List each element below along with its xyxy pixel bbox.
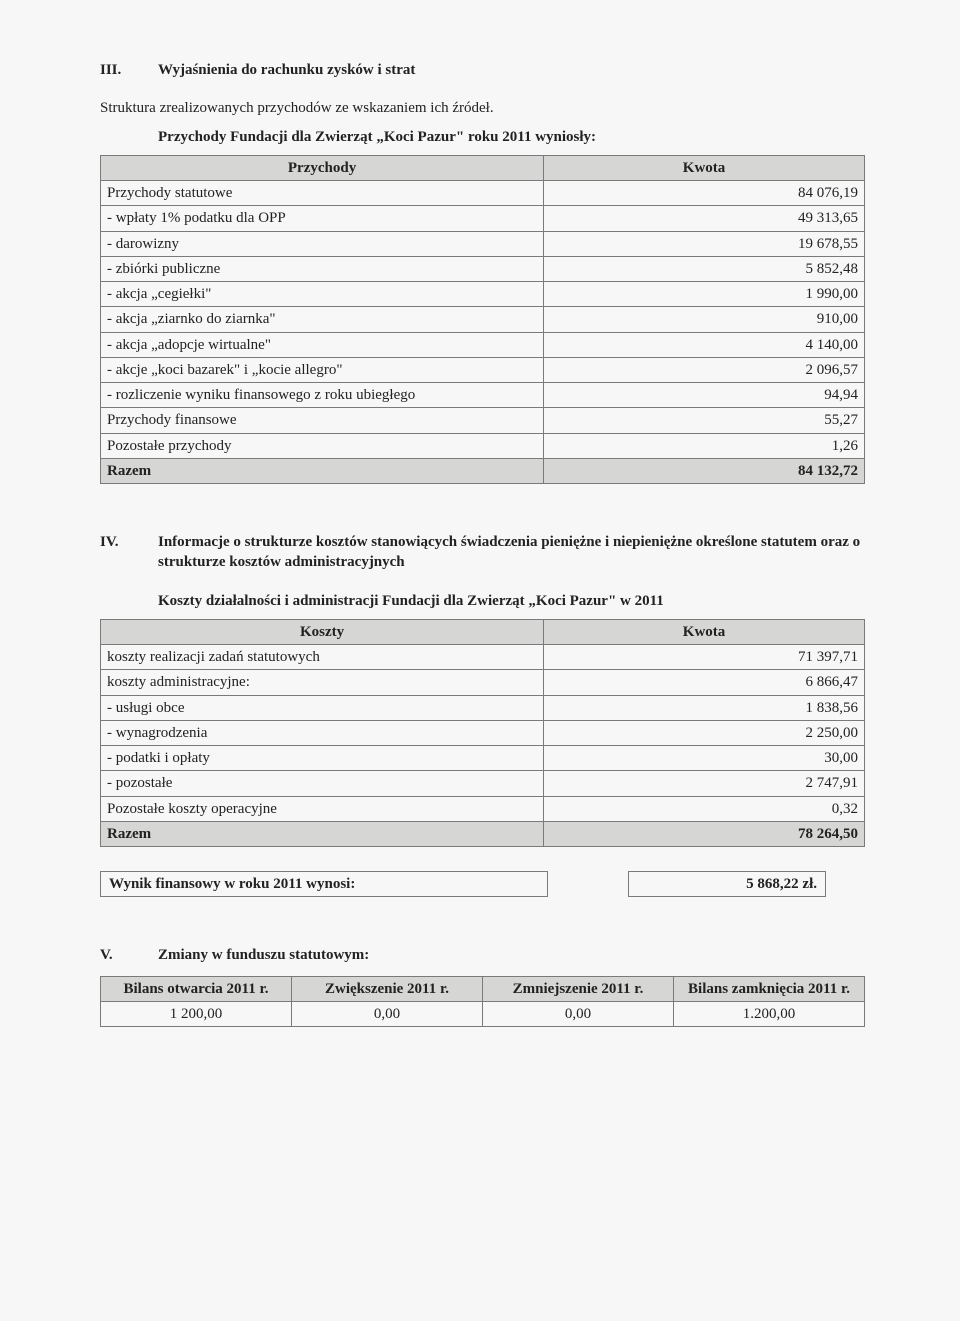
th-kwota: Kwota — [544, 155, 865, 180]
cell-value: 94,94 — [544, 383, 865, 408]
table-row-razem: Razem 84 132,72 — [101, 458, 865, 483]
cell-value: 2 096,57 — [544, 357, 865, 382]
document-page: III. Wyjaśnienia do rachunku zysków i st… — [0, 0, 960, 1321]
section-4-sub: Koszty działalności i administracji Fund… — [158, 591, 865, 611]
cell-value: 49 313,65 — [544, 206, 865, 231]
section-4-title: Informacje o strukturze kosztów stanowią… — [158, 532, 865, 573]
cell-label: Przychody finansowe — [101, 408, 544, 433]
cell-label: - akcja „adopcje wirtualne" — [101, 332, 544, 357]
th-kwota-2: Kwota — [544, 619, 865, 644]
cell-bilans-zam: 1.200,00 — [674, 1001, 865, 1026]
section-4-num: IV. — [100, 532, 130, 573]
cell-label: - akcja „ziarnko do ziarnka" — [101, 307, 544, 332]
table-row: - akcja „ziarnko do ziarnka"910,00 — [101, 307, 865, 332]
table-row: 1 200,00 0,00 0,00 1.200,00 — [101, 1001, 865, 1026]
cell-value: 1 838,56 — [544, 695, 865, 720]
table-row: - podatki i opłaty30,00 — [101, 746, 865, 771]
table-header-row: Przychody Kwota — [101, 155, 865, 180]
section-3-sub2: Przychody Fundacji dla Zwierząt „Koci Pa… — [158, 127, 865, 147]
cell-value: 910,00 — [544, 307, 865, 332]
section-4-heading: IV. Informacje o strukturze kosztów stan… — [100, 532, 865, 573]
cell-zmniejszenie: 0,00 — [483, 1001, 674, 1026]
cell-label: - usługi obce — [101, 695, 544, 720]
cell-value: 1 990,00 — [544, 282, 865, 307]
th-przychody: Przychody — [101, 155, 544, 180]
cell-label: koszty realizacji zadań statutowych — [101, 645, 544, 670]
cell-value: 4 140,00 — [544, 332, 865, 357]
table-row: - zbiórki publiczne5 852,48 — [101, 256, 865, 281]
table-koszty: Koszty Kwota koszty realizacji zadań sta… — [100, 619, 865, 847]
th-bilans-otw: Bilans otwarcia 2011 r. — [101, 976, 292, 1001]
th-zwiekszenie: Zwiększenie 2011 r. — [292, 976, 483, 1001]
wynik-label: Wynik finansowy w roku 2011 wynosi: — [100, 871, 548, 897]
section-5-heading: V. Zmiany w funduszu statutowym: — [100, 945, 865, 965]
section-3-title: Wyjaśnienia do rachunku zysków i strat — [158, 60, 415, 80]
cell-label: - akcja „cegiełki" — [101, 282, 544, 307]
cell-value: 1,26 — [544, 433, 865, 458]
cell-value: 6 866,47 — [544, 670, 865, 695]
cell-label: - wpłaty 1% podatku dla OPP — [101, 206, 544, 231]
cell-zwiekszenie: 0,00 — [292, 1001, 483, 1026]
cell-label: - akcje „koci bazarek" i „kocie allegro" — [101, 357, 544, 382]
section-3-sub1: Struktura zrealizowanych przychodów ze w… — [100, 98, 865, 118]
table-row: - akcje „koci bazarek" i „kocie allegro"… — [101, 357, 865, 382]
cell-value: 30,00 — [544, 746, 865, 771]
table-row: - pozostałe2 747,91 — [101, 771, 865, 796]
cell-value: 19 678,55 — [544, 231, 865, 256]
section-3-num: III. — [100, 60, 130, 80]
table-row: - rozliczenie wyniku finansowego z roku … — [101, 383, 865, 408]
th-koszty: Koszty — [101, 619, 544, 644]
cell-label: - podatki i opłaty — [101, 746, 544, 771]
table-row: Pozostałe koszty operacyjne0,32 — [101, 796, 865, 821]
razem-label-2: Razem — [101, 821, 544, 846]
cell-label: - pozostałe — [101, 771, 544, 796]
table-row: koszty realizacji zadań statutowych71 39… — [101, 645, 865, 670]
cell-label: Pozostałe przychody — [101, 433, 544, 458]
wynik-row: Wynik finansowy w roku 2011 wynosi: 5 86… — [100, 871, 865, 897]
table-header-row: Bilans otwarcia 2011 r. Zwiększenie 2011… — [101, 976, 865, 1001]
section-5-title: Zmiany w funduszu statutowym: — [158, 945, 369, 965]
cell-label: - zbiórki publiczne — [101, 256, 544, 281]
table-row: - akcja „adopcje wirtualne"4 140,00 — [101, 332, 865, 357]
table-row: - akcja „cegiełki"1 990,00 — [101, 282, 865, 307]
table-row: - usługi obce1 838,56 — [101, 695, 865, 720]
section-3-heading: III. Wyjaśnienia do rachunku zysków i st… — [100, 60, 865, 80]
razem-value: 84 132,72 — [544, 458, 865, 483]
cell-label: - darowizny — [101, 231, 544, 256]
cell-bilans-otw: 1 200,00 — [101, 1001, 292, 1026]
cell-value: 71 397,71 — [544, 645, 865, 670]
cell-value: 2 747,91 — [544, 771, 865, 796]
cell-label: - rozliczenie wyniku finansowego z roku … — [101, 383, 544, 408]
table-row: koszty administracyjne:6 866,47 — [101, 670, 865, 695]
cell-label: Pozostałe koszty operacyjne — [101, 796, 544, 821]
cell-value: 0,32 — [544, 796, 865, 821]
wynik-value: 5 868,22 zł. — [628, 871, 826, 897]
table-row: - darowizny19 678,55 — [101, 231, 865, 256]
cell-label: - wynagrodzenia — [101, 720, 544, 745]
table-row: - wynagrodzenia2 250,00 — [101, 720, 865, 745]
table-row: Przychody finansowe55,27 — [101, 408, 865, 433]
cell-value: 55,27 — [544, 408, 865, 433]
cell-value: 84 076,19 — [544, 181, 865, 206]
cell-value: 2 250,00 — [544, 720, 865, 745]
table-row: Przychody statutowe84 076,19 — [101, 181, 865, 206]
th-bilans-zam: Bilans zamknięcia 2011 r. — [674, 976, 865, 1001]
section-5-num: V. — [100, 945, 130, 965]
table-row: Pozostałe przychody1,26 — [101, 433, 865, 458]
razem-label: Razem — [101, 458, 544, 483]
razem-value-2: 78 264,50 — [544, 821, 865, 846]
table-przychody: Przychody Kwota Przychody statutowe84 07… — [100, 155, 865, 484]
cell-label: koszty administracyjne: — [101, 670, 544, 695]
table-fundusz: Bilans otwarcia 2011 r. Zwiększenie 2011… — [100, 976, 865, 1028]
table-header-row: Koszty Kwota — [101, 619, 865, 644]
th-zmniejszenie: Zmniejszenie 2011 r. — [483, 976, 674, 1001]
cell-value: 5 852,48 — [544, 256, 865, 281]
table-row: - wpłaty 1% podatku dla OPP49 313,65 — [101, 206, 865, 231]
table-row-razem: Razem 78 264,50 — [101, 821, 865, 846]
cell-label: Przychody statutowe — [101, 181, 544, 206]
